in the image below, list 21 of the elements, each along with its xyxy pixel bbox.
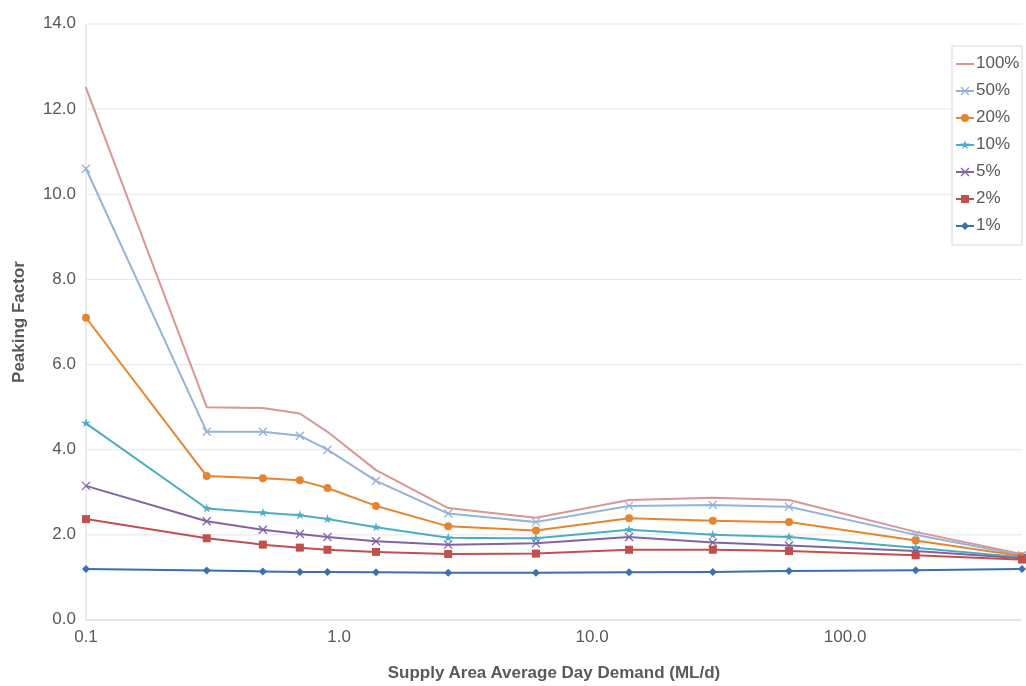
x-tick-label: 1.0 (327, 627, 351, 646)
y-tick-label: 14.0 (42, 13, 76, 33)
x-tick-label: 0.1 (74, 627, 98, 646)
legend-label: 20% (976, 107, 1011, 127)
x-tick-label: 100.0 (823, 627, 867, 646)
legend-label: 10% (976, 134, 1011, 154)
legend-label: 50% (976, 80, 1011, 100)
legend-label: 1% (976, 215, 1001, 235)
legend-label: 2% (976, 188, 1001, 208)
y-tick-label: 8.0 (52, 268, 76, 288)
y-tick-label: 12.0 (42, 98, 76, 118)
y-tick-label: 0.0 (52, 609, 76, 629)
x-tick-label: 10.0 (575, 627, 609, 646)
y-tick-label: 6.0 (52, 354, 76, 374)
y-tick-label: 2.0 (52, 524, 76, 544)
y-axis-title: Peaking Factor (9, 260, 28, 383)
legend-label: 5% (976, 161, 1001, 181)
y-tick-label: 4.0 (52, 439, 76, 459)
y-tick-label: 10.0 (42, 183, 76, 203)
x-axis-title: Supply Area Average Day Demand (ML/d) (387, 663, 721, 682)
legend-label: 100% (976, 53, 1020, 73)
